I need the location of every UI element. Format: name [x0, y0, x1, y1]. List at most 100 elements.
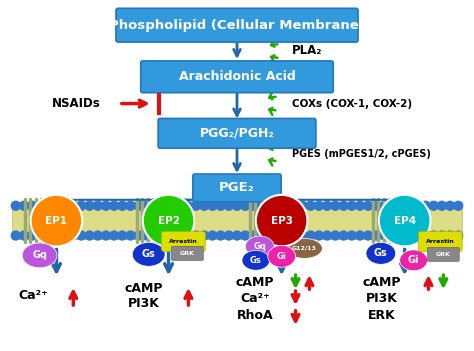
Circle shape [421, 201, 430, 210]
Circle shape [151, 231, 160, 240]
Circle shape [167, 231, 176, 240]
FancyBboxPatch shape [12, 202, 462, 239]
Text: PGE₂: PGE₂ [219, 181, 255, 194]
Circle shape [256, 195, 308, 246]
Circle shape [257, 231, 266, 240]
Circle shape [438, 231, 447, 240]
Ellipse shape [242, 250, 270, 270]
Circle shape [314, 231, 323, 240]
Text: Arachidonic Acid: Arachidonic Acid [179, 70, 295, 83]
FancyBboxPatch shape [162, 232, 205, 251]
Circle shape [249, 201, 258, 210]
Text: COXs (COX-1, COX-2): COXs (COX-1, COX-2) [292, 99, 412, 108]
Text: Gi: Gi [408, 255, 419, 265]
Circle shape [216, 231, 225, 240]
Text: RhoA: RhoA [237, 309, 273, 322]
FancyBboxPatch shape [141, 61, 333, 93]
Circle shape [27, 201, 36, 210]
Circle shape [257, 201, 266, 210]
Text: GRK: GRK [180, 251, 195, 256]
Circle shape [126, 231, 135, 240]
Circle shape [44, 201, 53, 210]
Circle shape [19, 231, 28, 240]
Ellipse shape [132, 243, 165, 266]
Text: Phospholipid (Cellular Membrane): Phospholipid (Cellular Membrane) [109, 19, 365, 32]
Circle shape [183, 231, 192, 240]
Circle shape [36, 201, 45, 210]
Text: G12/13: G12/13 [292, 246, 317, 251]
Text: Gs: Gs [250, 256, 262, 265]
Circle shape [388, 201, 397, 210]
Circle shape [380, 231, 389, 240]
Circle shape [224, 201, 233, 210]
Text: Ca²⁺: Ca²⁺ [19, 289, 48, 302]
Circle shape [69, 201, 78, 210]
Circle shape [44, 231, 53, 240]
Text: PGES (mPGES1/2, cPGES): PGES (mPGES1/2, cPGES) [292, 149, 430, 159]
Circle shape [77, 231, 86, 240]
Circle shape [347, 231, 356, 240]
Circle shape [379, 195, 430, 246]
Circle shape [380, 201, 389, 210]
Circle shape [323, 201, 332, 210]
Circle shape [200, 201, 209, 210]
Circle shape [19, 201, 28, 210]
Circle shape [77, 201, 86, 210]
Text: PLA₂: PLA₂ [292, 45, 322, 58]
Circle shape [454, 231, 463, 240]
Text: EP2: EP2 [157, 216, 180, 226]
Circle shape [142, 231, 151, 240]
Circle shape [429, 201, 438, 210]
Circle shape [347, 201, 356, 210]
Circle shape [69, 231, 78, 240]
Circle shape [85, 231, 94, 240]
Text: cAMP: cAMP [236, 276, 274, 289]
Ellipse shape [246, 236, 274, 257]
Circle shape [143, 195, 194, 246]
Circle shape [356, 201, 365, 210]
Circle shape [429, 231, 438, 240]
Circle shape [126, 201, 135, 210]
Circle shape [142, 201, 151, 210]
Circle shape [183, 201, 192, 210]
Circle shape [36, 231, 45, 240]
Text: Ca²⁺: Ca²⁺ [240, 292, 270, 305]
Circle shape [191, 231, 201, 240]
Ellipse shape [22, 243, 57, 268]
Circle shape [134, 201, 143, 210]
Circle shape [233, 231, 241, 240]
Circle shape [249, 231, 258, 240]
Circle shape [265, 231, 274, 240]
Circle shape [290, 201, 299, 210]
Text: Gq: Gq [32, 250, 47, 260]
Circle shape [265, 201, 274, 210]
Text: cAMP: cAMP [363, 276, 401, 289]
Text: Gs: Gs [142, 249, 155, 259]
Circle shape [52, 231, 61, 240]
Text: PI3K: PI3K [128, 298, 160, 311]
Circle shape [364, 231, 373, 240]
Circle shape [339, 201, 348, 210]
Circle shape [134, 231, 143, 240]
Circle shape [454, 201, 463, 210]
Circle shape [331, 201, 340, 210]
Circle shape [159, 201, 168, 210]
Text: PI3K: PI3K [366, 292, 398, 305]
Circle shape [175, 231, 184, 240]
Circle shape [339, 231, 348, 240]
Circle shape [446, 201, 455, 210]
Text: EP4: EP4 [393, 216, 416, 226]
Circle shape [413, 231, 422, 240]
Circle shape [109, 231, 118, 240]
Circle shape [233, 201, 241, 210]
Circle shape [61, 231, 69, 240]
Circle shape [11, 201, 20, 210]
Circle shape [93, 201, 102, 210]
Circle shape [306, 201, 315, 210]
Circle shape [388, 231, 397, 240]
Circle shape [306, 231, 315, 240]
Circle shape [191, 201, 201, 210]
Circle shape [52, 201, 61, 210]
Circle shape [396, 201, 405, 210]
Circle shape [167, 201, 176, 210]
